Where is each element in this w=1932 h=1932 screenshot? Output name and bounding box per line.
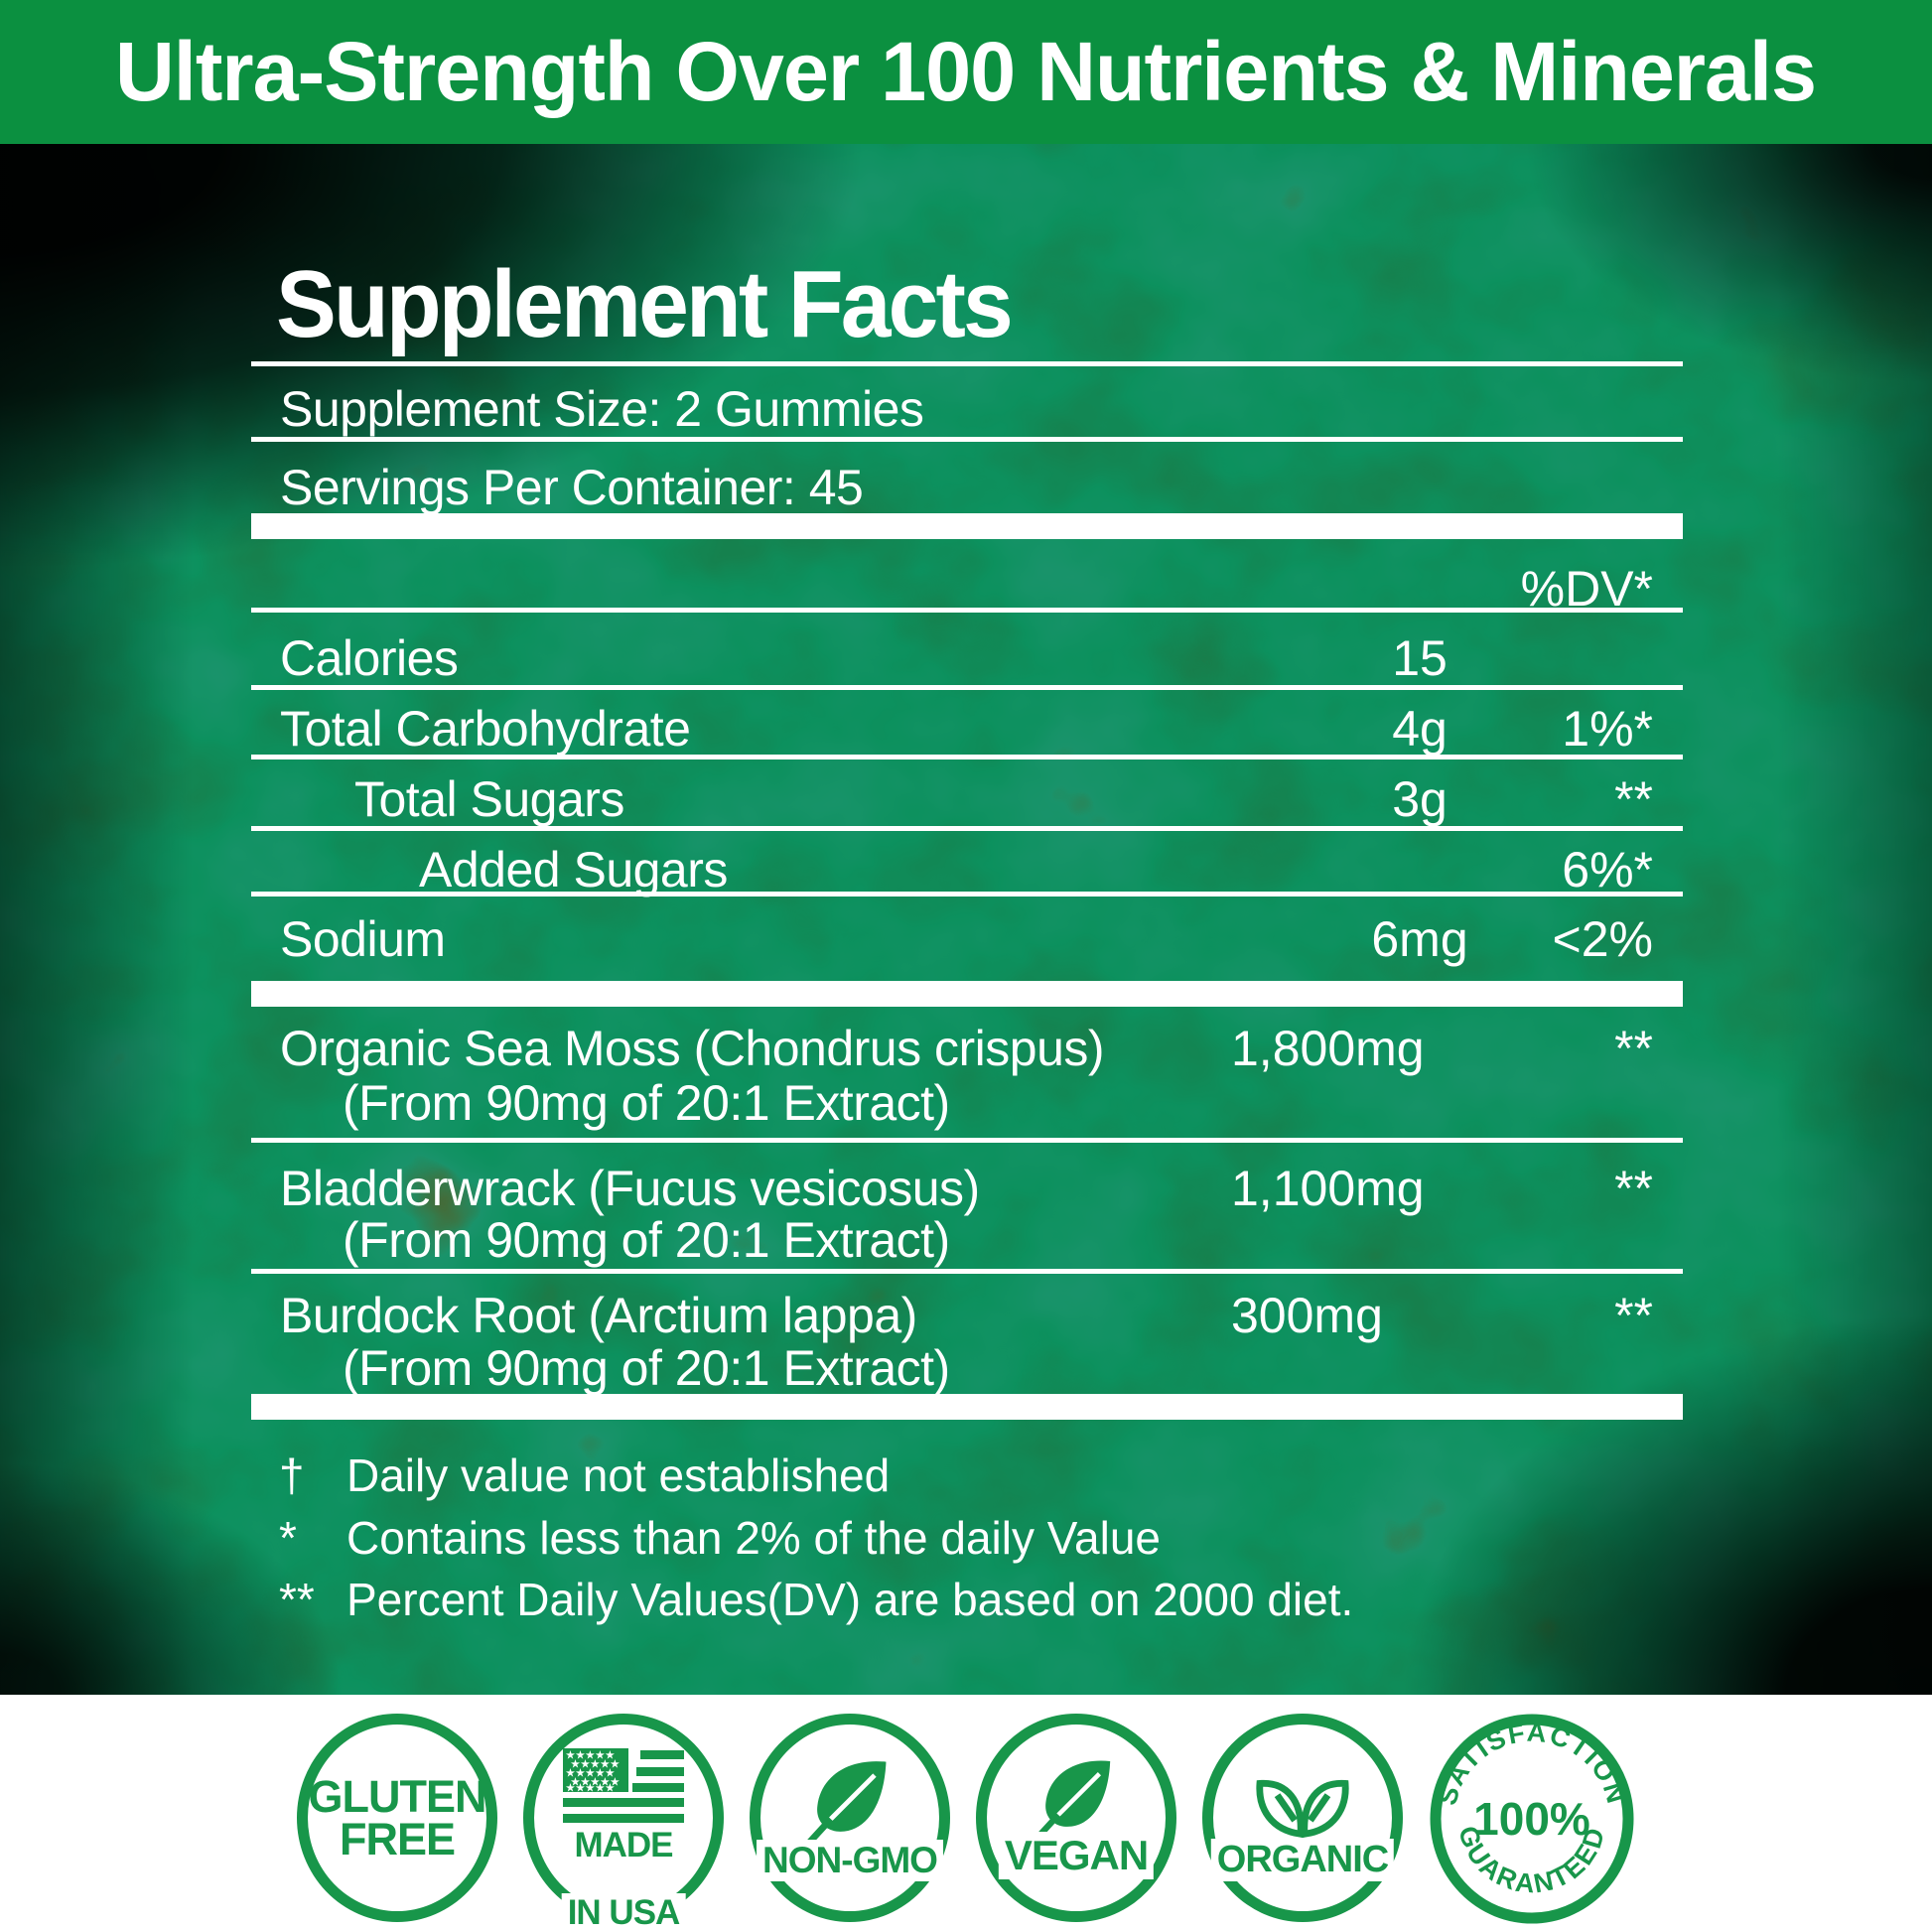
row-name: Calories bbox=[280, 630, 459, 686]
svg-text:★★★★★: ★★★★★ bbox=[566, 1783, 616, 1794]
ingredient-sub: (From 90mg of 20:1 Extract) bbox=[343, 1212, 950, 1268]
gluten-free-line2: FREE bbox=[339, 1813, 456, 1864]
divider bbox=[251, 685, 1683, 690]
ingredient-amount: 300mg bbox=[1231, 1288, 1383, 1343]
usa-flag-icon: ★★★★★ ★★★★★ ★★★★★ ★★★★★ ★★★★★ bbox=[563, 1748, 684, 1823]
ingredient-name: Organic Sea Moss (Chondrus crispus) bbox=[280, 1021, 1105, 1076]
row-name: Added Sugars bbox=[419, 842, 728, 897]
thick-bar bbox=[251, 981, 1683, 1007]
row-dv: <2% bbox=[1552, 911, 1653, 967]
serving-size: Supplement Size: 2 Gummies bbox=[280, 381, 924, 437]
top-banner: Ultra-Strength Over 100 Nutrients & Mine… bbox=[0, 0, 1932, 144]
badge-organic: ORGANIC bbox=[1202, 1714, 1403, 1922]
row-name: Total Sugars bbox=[354, 771, 624, 827]
row-dv: 1%* bbox=[1562, 701, 1653, 757]
divider bbox=[251, 892, 1683, 897]
badge-non-gmo: NON-GMO bbox=[750, 1714, 950, 1922]
badge-made-in-usa: ★★★★★ ★★★★★ ★★★★★ ★★★★★ ★★★★★ MADE IN US… bbox=[523, 1714, 724, 1932]
row-dv: 6%* bbox=[1562, 842, 1653, 897]
divider bbox=[251, 1138, 1683, 1143]
servings-per-container: Servings Per Container: 45 bbox=[280, 460, 864, 515]
row-amount: 4g bbox=[1392, 701, 1448, 757]
dv-header: %DV* bbox=[1520, 561, 1653, 617]
ingredient-dv: ** bbox=[1614, 1288, 1653, 1343]
vignette-shading bbox=[0, 144, 1932, 1695]
banner-headline: Ultra-Strength Over 100 Nutrients & Mine… bbox=[115, 25, 1817, 118]
row-amount: 15 bbox=[1392, 630, 1448, 686]
leaf-icon bbox=[1035, 1760, 1111, 1839]
row-name: Sodium bbox=[280, 911, 446, 967]
divider bbox=[251, 361, 1683, 366]
ingredient-sub: (From 90mg of 20:1 Extract) bbox=[343, 1075, 950, 1131]
non-gmo-label: NON-GMO bbox=[757, 1840, 943, 1881]
divider bbox=[251, 826, 1683, 831]
vegan-label: VEGAN bbox=[998, 1832, 1155, 1879]
thick-bar bbox=[251, 513, 1683, 539]
badge-vegan: VEGAN bbox=[976, 1714, 1176, 1922]
gluten-free-line1: GLUTEN bbox=[308, 1771, 487, 1822]
label-background bbox=[0, 144, 1932, 1695]
certification-badges: GLUTEN FREE ★★★★★ ★★★★★ ★★★★★ ★★★★★ ★★★★… bbox=[0, 1714, 1932, 1932]
row-name: Total Carbohydrate bbox=[280, 701, 691, 757]
ingredient-name: Bladderwrack (Fucus vesicosus) bbox=[280, 1161, 980, 1216]
ingredient-name: Burdock Root (Arctium lappa) bbox=[280, 1288, 917, 1343]
footnote-text: Daily value not established bbox=[346, 1449, 891, 1501]
footnote-symbol: † bbox=[279, 1449, 305, 1501]
footnote-symbol: * bbox=[279, 1512, 297, 1564]
divider bbox=[251, 608, 1683, 613]
organic-label: ORGANIC bbox=[1210, 1839, 1395, 1881]
row-dv: ** bbox=[1614, 771, 1653, 827]
svg-text:★★★★★: ★★★★★ bbox=[571, 1777, 621, 1788]
row-amount: 6mg bbox=[1371, 911, 1468, 967]
double-leaf-icon bbox=[1256, 1779, 1349, 1839]
ingredient-dv: ** bbox=[1614, 1021, 1653, 1076]
footnote-symbol: ** bbox=[279, 1574, 315, 1625]
row-amount: 3g bbox=[1392, 771, 1448, 827]
ingredient-sub: (From 90mg of 20:1 Extract) bbox=[343, 1340, 950, 1396]
svg-text:★★★★★: ★★★★★ bbox=[566, 1768, 616, 1779]
badge-satisfaction: SATISFACTION 100% GUARANTEED bbox=[1429, 1714, 1635, 1924]
svg-text:★★★★★: ★★★★★ bbox=[571, 1759, 621, 1770]
footnote-text: Percent Daily Values(DV) are based on 20… bbox=[346, 1574, 1354, 1625]
ingredient-amount: 1,100mg bbox=[1231, 1161, 1425, 1216]
svg-text:★★★★★: ★★★★★ bbox=[566, 1750, 616, 1761]
thick-bar bbox=[251, 1394, 1683, 1420]
satisfaction-center-text: 100% bbox=[1473, 1793, 1590, 1845]
leaf-icon bbox=[807, 1761, 887, 1845]
footnote-text: Contains less than 2% of the daily Value bbox=[346, 1512, 1161, 1564]
ingredient-amount: 1,800mg bbox=[1231, 1021, 1425, 1076]
gluten-free-label: GLUTEN FREE bbox=[308, 1771, 487, 1864]
in-usa-label: IN USA bbox=[561, 1893, 686, 1932]
divider bbox=[251, 755, 1683, 759]
divider bbox=[251, 437, 1683, 442]
divider bbox=[251, 1269, 1683, 1274]
made-label: MADE bbox=[574, 1826, 673, 1864]
badge-gluten-free: GLUTEN FREE bbox=[297, 1714, 497, 1922]
panel-title: Supplement Facts bbox=[276, 251, 1014, 357]
ingredient-dv: ** bbox=[1614, 1161, 1653, 1216]
